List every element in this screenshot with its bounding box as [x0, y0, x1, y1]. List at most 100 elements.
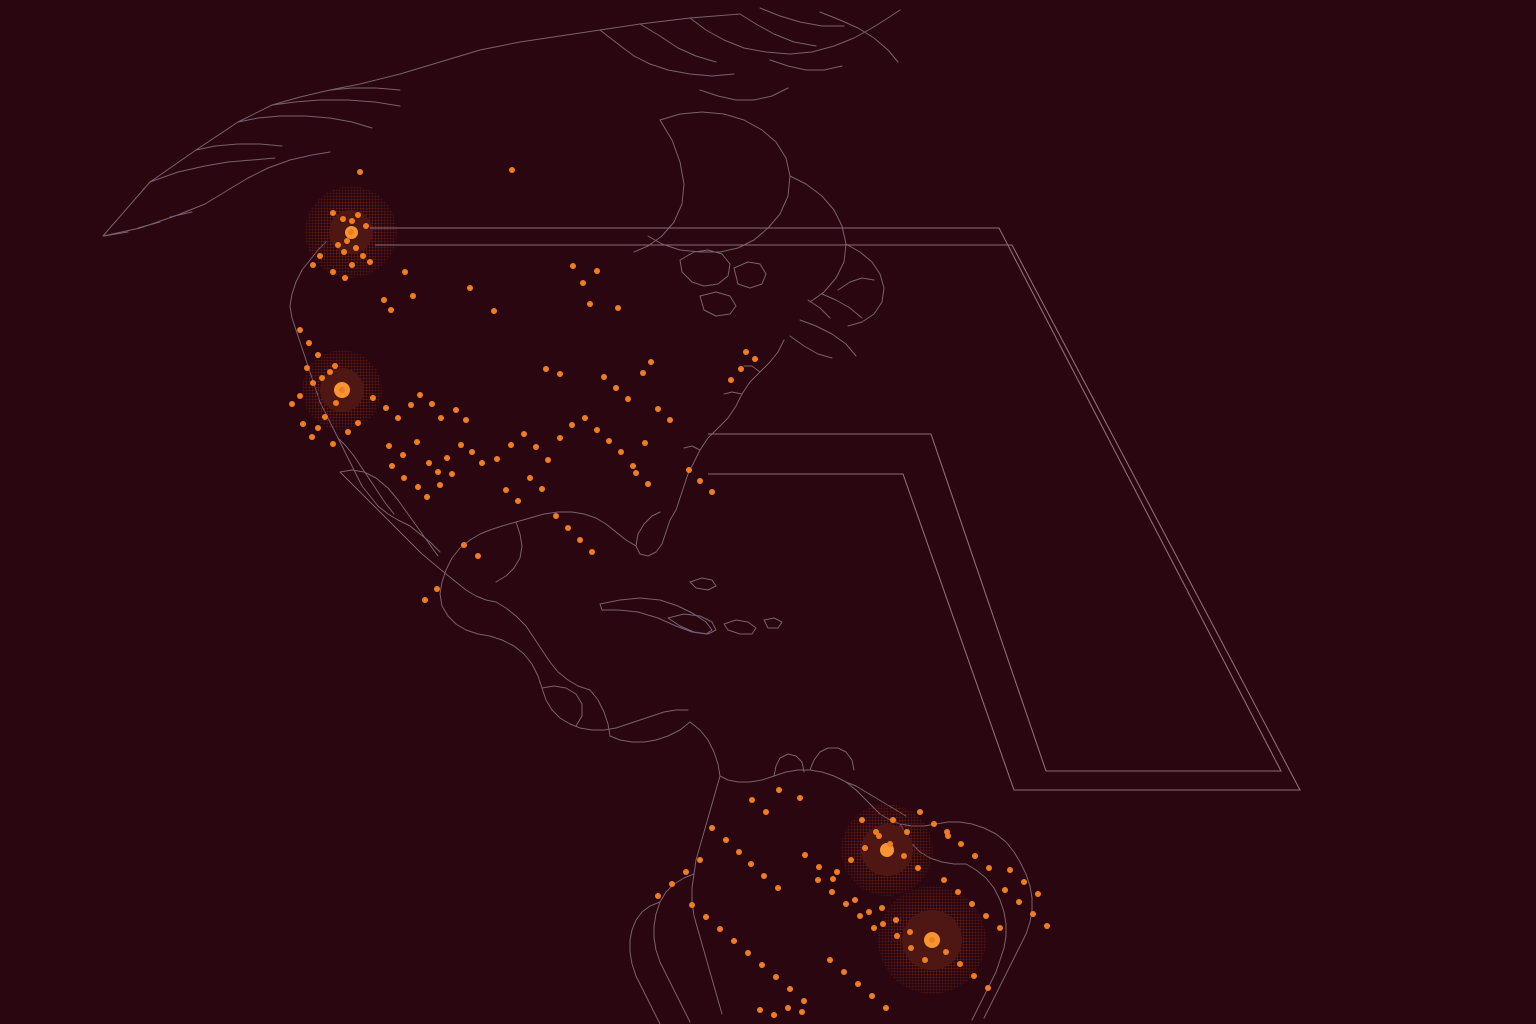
activity-point[interactable] — [942, 948, 950, 956]
activity-point[interactable] — [772, 973, 780, 981]
activity-point[interactable] — [474, 552, 482, 560]
activity-point[interactable] — [654, 405, 662, 413]
activity-point[interactable] — [303, 364, 311, 372]
activity-point[interactable] — [448, 470, 456, 478]
activity-point[interactable] — [569, 262, 577, 270]
activity-point[interactable] — [971, 852, 979, 860]
activity-point[interactable] — [775, 786, 783, 794]
activity-point[interactable] — [742, 348, 750, 356]
activity-point[interactable] — [641, 439, 649, 447]
activity-point[interactable] — [414, 483, 422, 491]
activity-point[interactable] — [556, 434, 564, 442]
activity-point[interactable] — [413, 438, 421, 446]
activity-point[interactable] — [696, 856, 704, 864]
activity-point[interactable] — [800, 997, 808, 1005]
activity-point[interactable] — [507, 441, 515, 449]
activity-point[interactable] — [452, 406, 460, 414]
activity-point[interactable] — [916, 808, 924, 816]
activity-point[interactable] — [840, 968, 848, 976]
activity-point[interactable] — [770, 1011, 778, 1019]
activity-point[interactable] — [380, 296, 388, 304]
activity-point[interactable] — [388, 462, 396, 470]
activity-point[interactable] — [343, 237, 351, 245]
activity-point[interactable] — [296, 392, 304, 400]
activity-point[interactable] — [308, 433, 316, 441]
activity-point[interactable] — [748, 796, 756, 804]
activity-point[interactable] — [944, 832, 952, 840]
activity-point[interactable] — [588, 548, 596, 556]
activity-point[interactable] — [564, 524, 572, 532]
activity-point[interactable] — [532, 443, 540, 451]
activity-point[interactable] — [593, 267, 601, 275]
activity-point[interactable] — [538, 485, 546, 493]
activity-point[interactable] — [490, 307, 498, 315]
activity-point[interactable] — [318, 374, 326, 382]
activity-point[interactable] — [702, 913, 710, 921]
activity-point[interactable] — [399, 451, 407, 459]
activity-point[interactable] — [387, 306, 395, 314]
activity-point[interactable] — [334, 241, 342, 249]
activity-point[interactable] — [502, 486, 510, 494]
activity-point[interactable] — [338, 386, 346, 394]
activity-point[interactable] — [629, 462, 637, 470]
activity-point[interactable] — [889, 816, 897, 824]
activity-point[interactable] — [428, 400, 436, 408]
activity-point[interactable] — [668, 880, 676, 888]
activity-point[interactable] — [329, 209, 337, 217]
activity-point[interactable] — [762, 808, 770, 816]
activity-point[interactable] — [576, 536, 584, 544]
activity-point[interactable] — [423, 493, 431, 501]
activity-point[interactable] — [760, 872, 768, 880]
activity-point[interactable] — [708, 824, 716, 832]
activity-point[interactable] — [921, 956, 929, 964]
activity-point[interactable] — [903, 828, 911, 836]
activity-point[interactable] — [514, 497, 522, 505]
activity-point[interactable] — [716, 925, 724, 933]
activity-point[interactable] — [593, 426, 601, 434]
activity-point[interactable] — [814, 876, 822, 884]
activity-point[interactable] — [886, 840, 894, 848]
activity-point[interactable] — [744, 949, 752, 957]
activity-point[interactable] — [774, 884, 782, 892]
activity-point[interactable] — [892, 916, 900, 924]
activity-point[interactable] — [526, 474, 534, 482]
activity-point[interactable] — [466, 284, 474, 292]
activity-point[interactable] — [801, 851, 809, 859]
activity-point[interactable] — [914, 864, 922, 872]
activity-point[interactable] — [437, 414, 445, 422]
activity-point[interactable] — [685, 466, 693, 474]
activity-point[interactable] — [356, 168, 364, 176]
activity-point[interactable] — [1015, 898, 1023, 906]
activity-point[interactable] — [341, 274, 349, 282]
activity-point[interactable] — [359, 252, 367, 260]
activity-point[interactable] — [928, 936, 936, 944]
activity-point[interactable] — [872, 828, 880, 836]
activity-point[interactable] — [1043, 922, 1051, 930]
activity-point[interactable] — [784, 1004, 792, 1012]
activity-point[interactable] — [614, 304, 622, 312]
activity-point[interactable] — [332, 399, 340, 407]
activity-point[interactable] — [299, 420, 307, 428]
activity-point[interactable] — [321, 413, 329, 421]
activity-point[interactable] — [460, 541, 468, 549]
activity-point[interactable] — [940, 876, 948, 884]
activity-point[interactable] — [875, 832, 883, 840]
activity-point[interactable] — [586, 300, 594, 308]
activity-point[interactable] — [316, 252, 324, 260]
activity-point[interactable] — [847, 856, 855, 864]
activity-point[interactable] — [747, 860, 755, 868]
activity-point[interactable] — [434, 468, 442, 476]
activity-point[interactable] — [544, 456, 552, 464]
activity-point[interactable] — [943, 828, 951, 836]
activity-point[interactable] — [1034, 890, 1042, 898]
activity-point[interactable] — [882, 1004, 890, 1012]
activity-point[interactable] — [751, 355, 759, 363]
activity-point[interactable] — [833, 868, 841, 876]
activity-point[interactable] — [624, 395, 632, 403]
activity-point[interactable] — [879, 920, 887, 928]
activity-point[interactable] — [605, 437, 613, 445]
activity-point[interactable] — [786, 985, 794, 993]
activity-point[interactable] — [436, 481, 444, 489]
activity-point[interactable] — [985, 864, 993, 872]
